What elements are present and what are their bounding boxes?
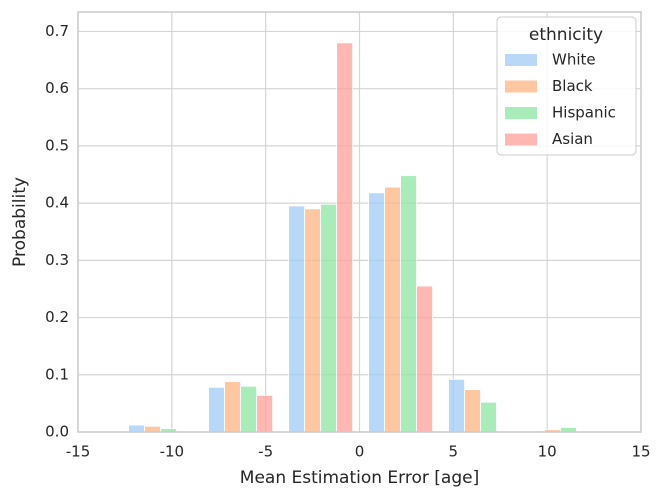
- bar: [320, 203, 338, 433]
- bar: [240, 385, 258, 433]
- x-tick-label: 0: [355, 443, 365, 461]
- legend: ethnicity White Black Hispanic Asian: [496, 16, 637, 156]
- bar: [128, 424, 145, 433]
- legend-swatch: [505, 80, 537, 93]
- y-tick-label: 0.1: [45, 365, 69, 383]
- x-tick-label: -10: [160, 443, 185, 461]
- bar: [384, 186, 401, 433]
- y-tick-label: 0.3: [45, 251, 69, 269]
- bar: [256, 394, 274, 433]
- plot-frame: [77, 11, 642, 433]
- x-tick-label: 10: [538, 443, 557, 461]
- legend-swatch: [505, 107, 537, 119]
- x-tick-label: 5: [449, 443, 459, 461]
- legend-label: White: [552, 51, 596, 69]
- bar: [464, 389, 481, 433]
- legend-box: [496, 16, 637, 156]
- legend-label: Asian: [552, 130, 593, 148]
- x-tick-label: -5: [258, 443, 273, 461]
- y-tick-label: 0.4: [45, 194, 69, 212]
- y-tick-label: 0.7: [45, 22, 69, 40]
- y-tick-label: 0.2: [45, 308, 69, 326]
- bar: [208, 386, 225, 433]
- bar: [288, 205, 306, 433]
- legend-label: Hispanic: [552, 104, 616, 122]
- bar: [224, 381, 242, 433]
- bar: [304, 208, 322, 433]
- legend-label: Black: [552, 77, 593, 95]
- legend-title: ethnicity: [529, 25, 603, 45]
- bar: [448, 378, 465, 433]
- bar: [416, 285, 433, 433]
- bar: [368, 192, 386, 433]
- bar: [144, 425, 161, 433]
- x-axis-label: Mean Estimation Error [age]: [240, 468, 479, 488]
- legend-swatch: [505, 54, 537, 66]
- legend-swatch: [505, 133, 537, 146]
- y-tick-label: 0.6: [45, 79, 69, 97]
- y-tick-label: 0.0: [45, 423, 69, 441]
- y-tick-label: 0.5: [45, 136, 69, 154]
- bar: [480, 401, 497, 433]
- y-axis-label: Probability: [10, 177, 30, 267]
- bar: [336, 42, 354, 433]
- bar: [400, 175, 417, 433]
- x-tick-label: -15: [66, 443, 91, 461]
- x-tick-label: 15: [631, 443, 650, 461]
